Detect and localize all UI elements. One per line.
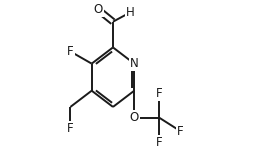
Text: F: F [67, 122, 74, 135]
Text: H: H [126, 6, 135, 19]
Text: F: F [177, 125, 184, 138]
Text: F: F [156, 136, 163, 149]
Text: O: O [130, 111, 139, 124]
Text: O: O [93, 3, 103, 16]
Text: F: F [156, 87, 163, 100]
Text: F: F [67, 45, 74, 58]
Text: N: N [130, 57, 139, 70]
